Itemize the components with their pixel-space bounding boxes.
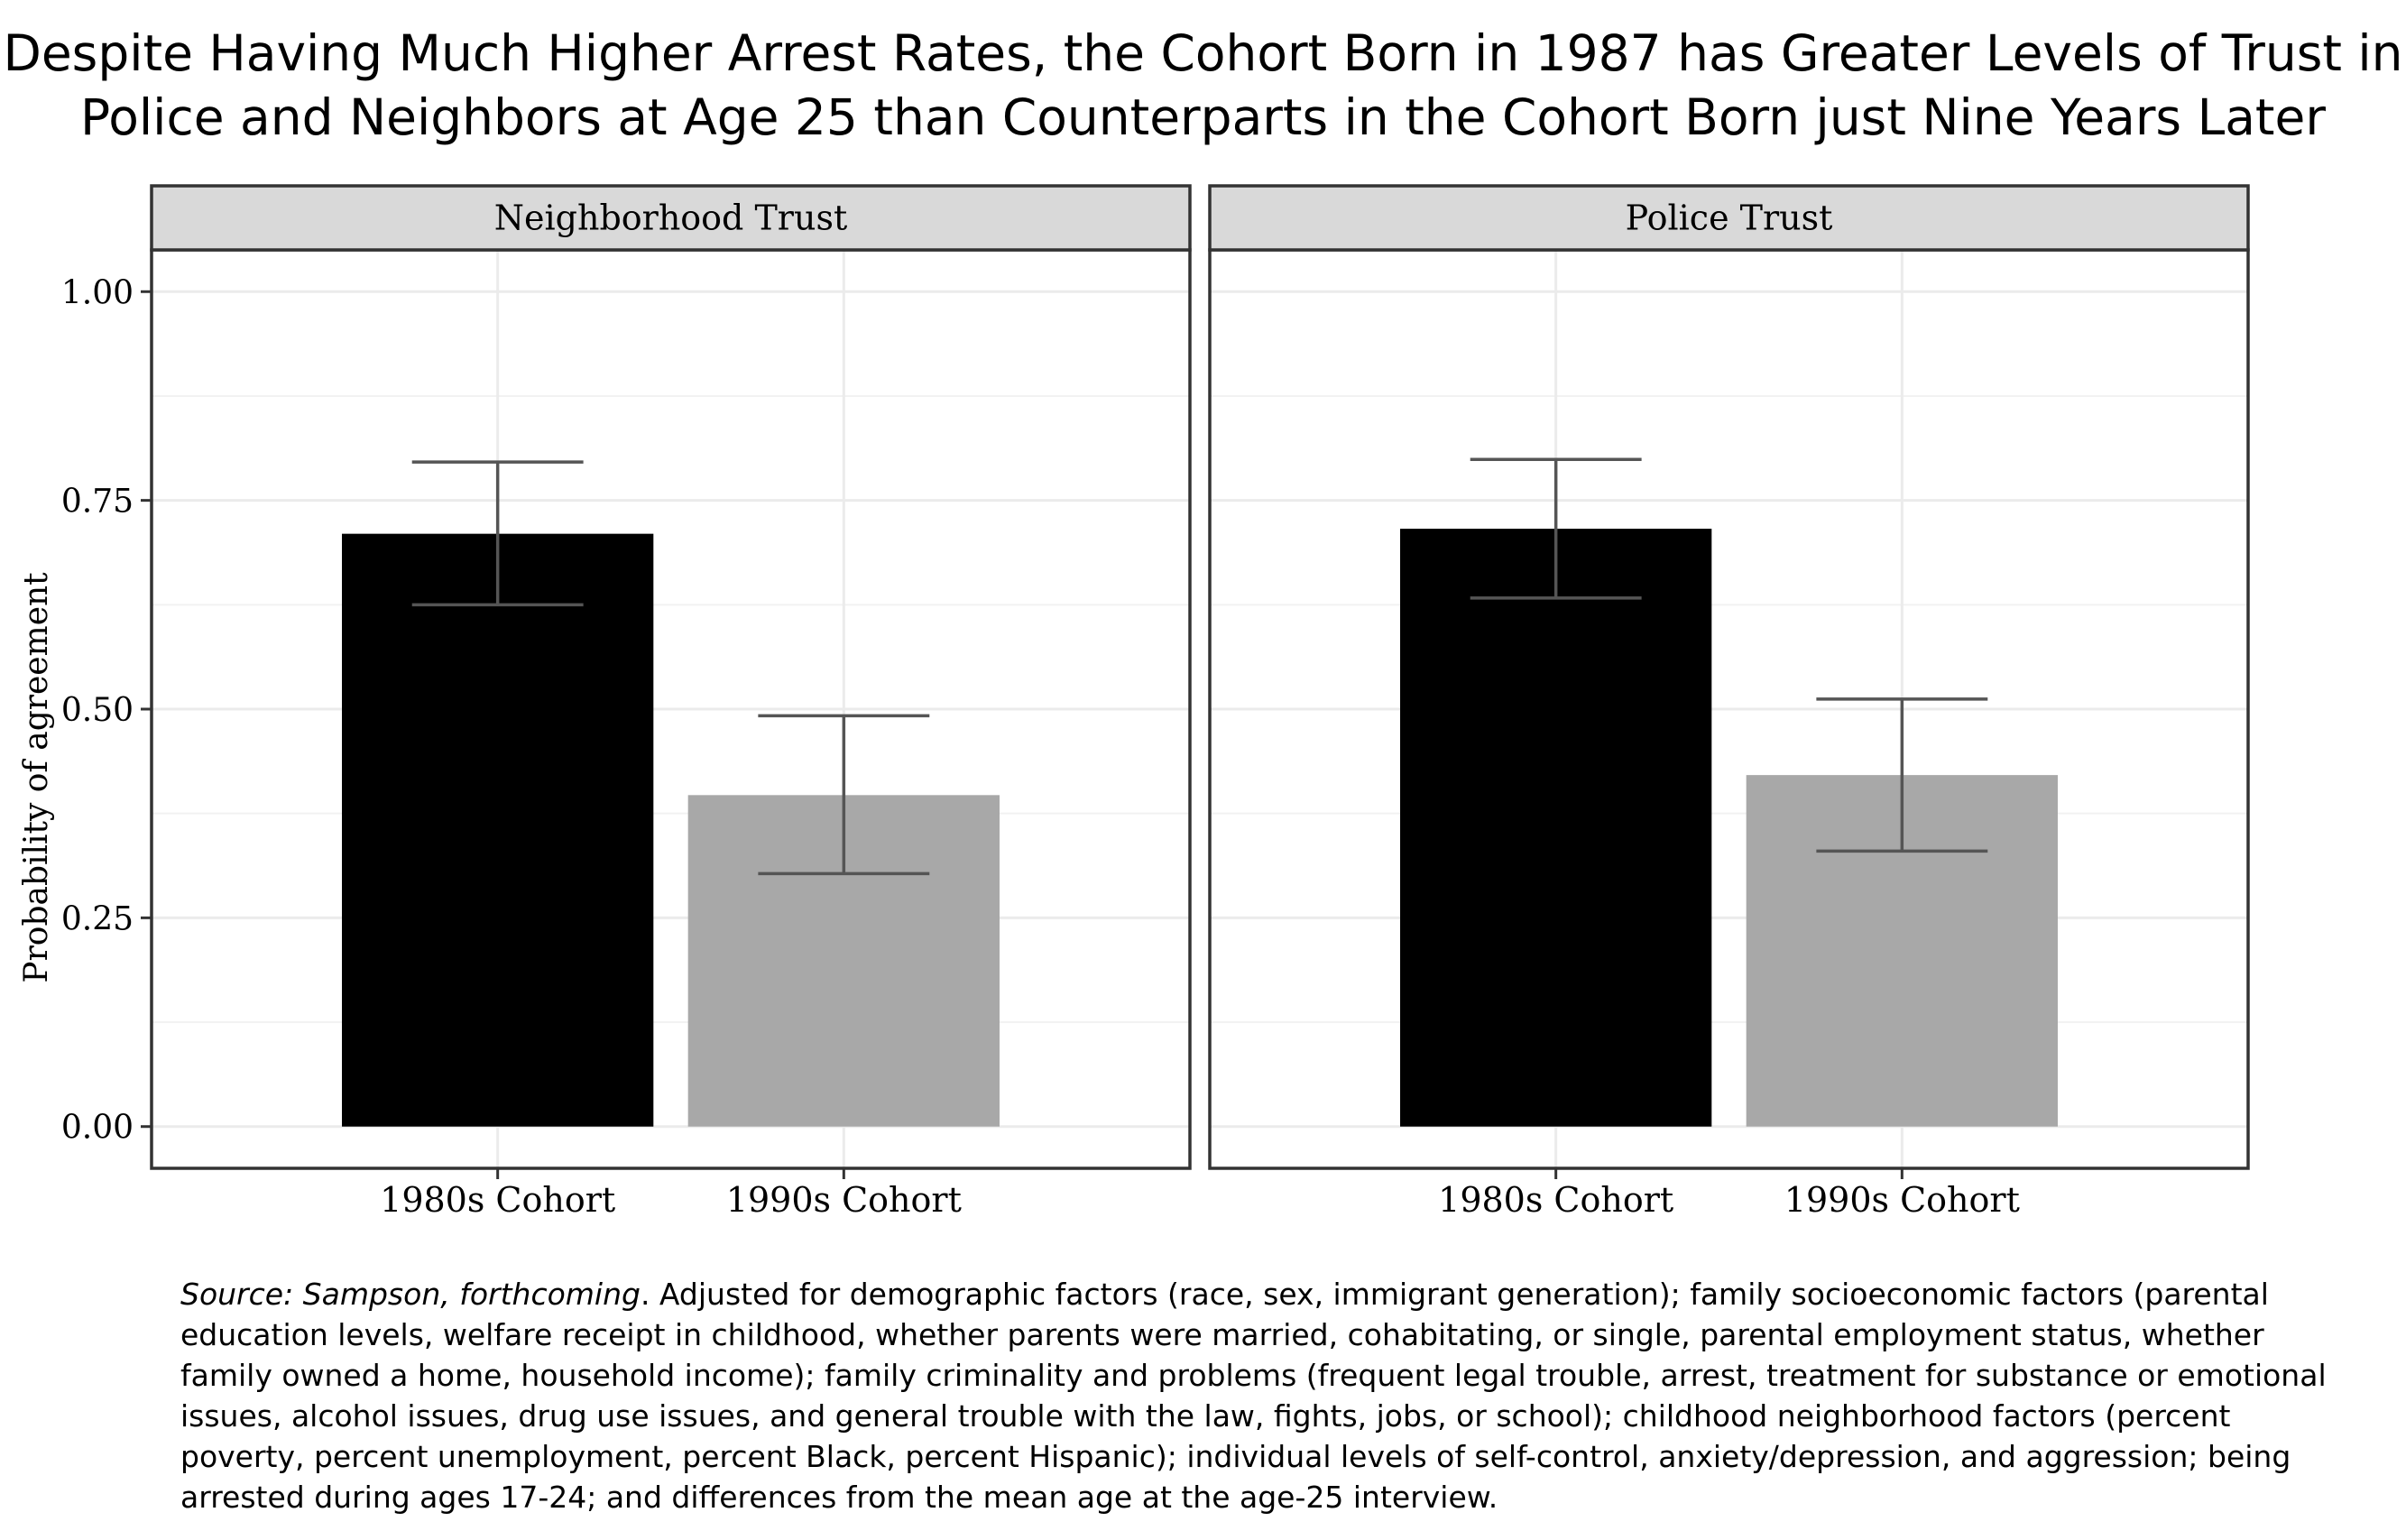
facet-strip-label: Police Trust: [1626, 198, 1833, 238]
bar: [342, 533, 654, 1127]
chart-title-line-2: Police and Neighbors at Age 25 than Coun…: [80, 88, 2326, 146]
x-tick-label: 1980s Cohort: [1438, 1180, 1673, 1220]
facet-strip: [1208, 184, 2250, 252]
error-bar: [411, 460, 584, 607]
bar: [1400, 529, 1712, 1127]
caption-source: Source: Sampson, forthcoming: [180, 1277, 641, 1312]
error-bar: [758, 714, 930, 876]
panel-1: 1980s Cohort 1990s Cohort Neighborhood Tru…: [150, 184, 1192, 1220]
y-axis-label: Probability of agreement: [18, 572, 55, 983]
error-bar: [1816, 697, 1988, 853]
chart-title: Despite Having Much Higher Arrest Rates,…: [0, 22, 2406, 150]
chart: 1980s Cohort 1990s Cohort Neighborhood Tru…: [18, 184, 2250, 1220]
y-tick-label: 0.00: [61, 1110, 134, 1147]
panels: 1980s Cohort 1990s Cohort Neighborhood Tru…: [150, 184, 2250, 1220]
x-tick-label: 1990s Cohort: [726, 1180, 962, 1220]
caption: Source: Sampson, forthcoming. Adjusted f…: [180, 1274, 2328, 1517]
panel-2: 1980s Cohort 1990s Cohort Police Trust: [1208, 184, 2250, 1220]
chart-title-line-1: Despite Having Much Higher Arrest Rates,…: [3, 24, 2403, 82]
error-bar: [1470, 457, 1642, 600]
y-tick-label: 0.75: [61, 484, 134, 521]
facet-strip: [150, 184, 1192, 252]
caption-text: . Adjusted for demographic factors (race…: [180, 1277, 2327, 1515]
facet-strip-label: Neighborhood Trust: [494, 198, 847, 238]
y-tick-label: 0.50: [61, 692, 134, 729]
y-axis: 0.00 0.25 0.50 0.75 1.00: [61, 274, 152, 1147]
y-tick-label: 1.00: [61, 274, 134, 311]
y-tick-label: 0.25: [61, 900, 134, 937]
x-tick-label: 1980s Cohort: [380, 1180, 615, 1220]
x-tick-label: 1990s Cohort: [1784, 1180, 2020, 1220]
